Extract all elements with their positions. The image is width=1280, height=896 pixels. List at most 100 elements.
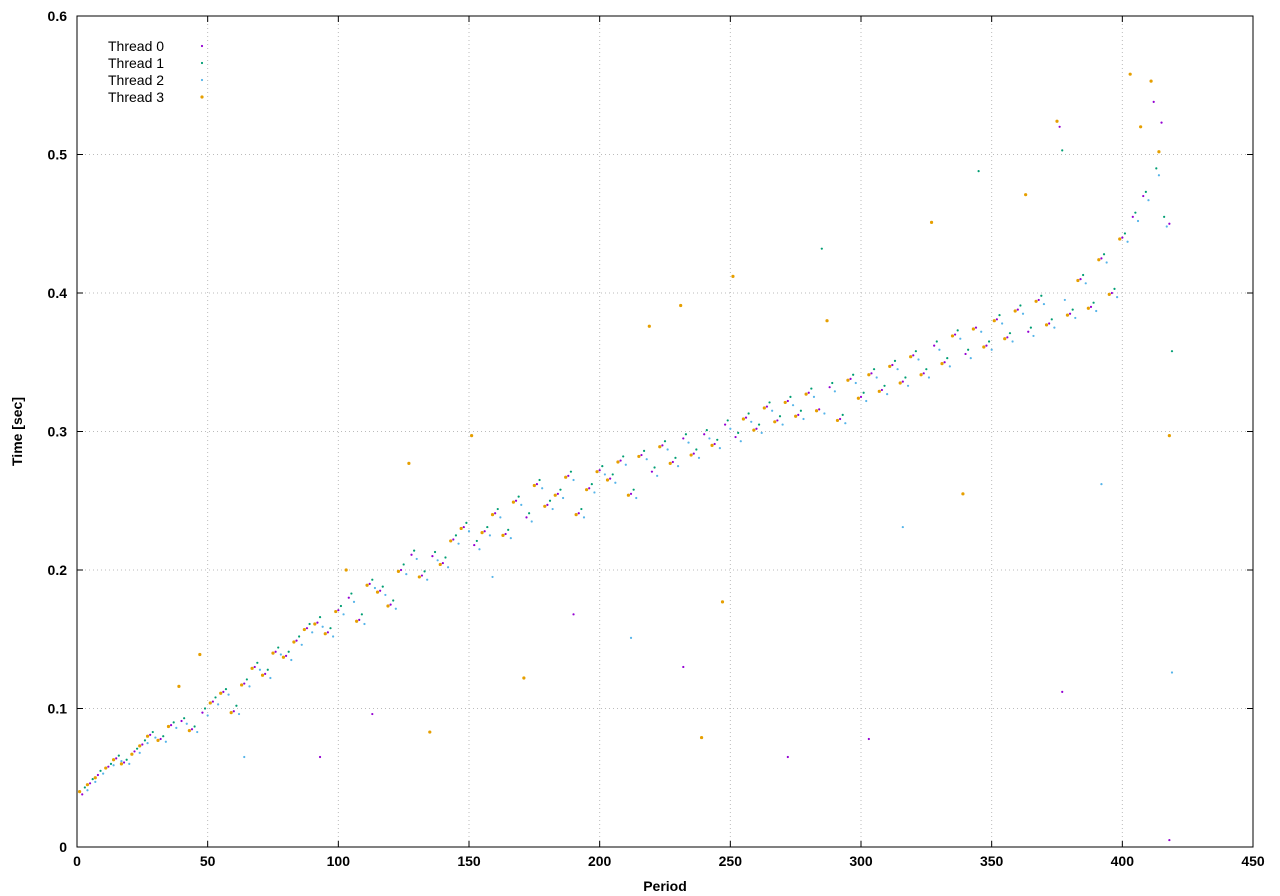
data-point xyxy=(752,428,756,432)
data-point xyxy=(1006,336,1009,339)
data-point xyxy=(222,690,225,693)
data-point xyxy=(724,423,727,426)
data-point xyxy=(334,609,338,614)
data-point xyxy=(1076,278,1080,283)
data-point xyxy=(1118,237,1122,241)
data-point xyxy=(449,539,453,543)
data-point xyxy=(166,724,171,729)
data-point xyxy=(1019,304,1022,307)
data-point xyxy=(658,445,662,449)
data-point xyxy=(227,693,230,696)
data-point xyxy=(1048,322,1051,325)
data-point xyxy=(674,456,677,459)
data-point xyxy=(342,613,345,616)
data-point xyxy=(1163,215,1166,218)
data-point xyxy=(559,488,562,491)
data-point xyxy=(611,473,614,476)
data-point xyxy=(995,318,998,321)
data-point xyxy=(475,539,478,543)
data-point xyxy=(496,507,499,511)
y-tick-label: 0.5 xyxy=(48,147,68,163)
data-point xyxy=(590,483,593,486)
data-point xyxy=(943,361,946,364)
data-point xyxy=(122,761,126,764)
data-point xyxy=(1168,222,1171,225)
data-point xyxy=(1128,72,1132,76)
data-point xyxy=(807,391,810,394)
data-point xyxy=(1126,240,1129,243)
data-point xyxy=(250,666,254,670)
data-point xyxy=(117,754,120,757)
data-point xyxy=(814,409,819,413)
data-point xyxy=(501,533,505,537)
data-point xyxy=(744,416,748,419)
data-point xyxy=(1168,838,1171,842)
data-point xyxy=(266,668,269,671)
data-point xyxy=(420,574,424,577)
data-point xyxy=(859,395,863,398)
data-point xyxy=(381,585,384,588)
data-point xyxy=(877,389,881,393)
data-point xyxy=(130,752,134,756)
data-point xyxy=(525,516,528,519)
data-point xyxy=(734,435,737,439)
data-point xyxy=(741,417,746,421)
data-point xyxy=(1011,340,1014,343)
data-point xyxy=(1147,199,1150,202)
x-tick-label: 50 xyxy=(200,853,216,869)
data-point xyxy=(739,440,742,443)
data-point xyxy=(295,639,298,642)
data-point xyxy=(511,500,516,504)
series-0 xyxy=(81,100,1171,842)
series-2 xyxy=(86,174,1174,792)
data-point xyxy=(465,521,468,525)
data-point xyxy=(1074,316,1077,320)
data-point xyxy=(206,714,209,717)
data-point xyxy=(588,487,591,490)
data-point xyxy=(104,766,108,770)
data-point xyxy=(538,478,541,482)
data-point xyxy=(906,384,910,387)
data-point xyxy=(663,440,667,443)
data-point xyxy=(786,755,789,759)
data-point xyxy=(245,678,248,681)
data-point xyxy=(292,640,296,644)
data-point xyxy=(522,676,526,680)
data-point xyxy=(653,466,656,469)
data-point xyxy=(459,526,463,531)
data-point xyxy=(491,575,494,579)
data-point xyxy=(1142,194,1145,198)
data-point xyxy=(823,412,826,415)
data-point xyxy=(773,420,777,424)
y-tick-label: 0.2 xyxy=(48,562,68,578)
data-point xyxy=(572,613,575,616)
data-point xyxy=(426,578,429,581)
data-point xyxy=(1134,211,1137,214)
data-point xyxy=(564,475,568,479)
data-point xyxy=(998,314,1001,317)
data-point xyxy=(120,760,123,763)
y-tick-label: 0.6 xyxy=(48,8,68,24)
data-point xyxy=(778,415,782,418)
data-point xyxy=(909,355,913,359)
data-point xyxy=(172,721,175,724)
data-point xyxy=(298,635,301,638)
data-point xyxy=(253,665,256,669)
data-point xyxy=(86,789,89,792)
data-point xyxy=(935,340,938,343)
data-point xyxy=(431,555,434,558)
data-point xyxy=(1001,322,1004,325)
data-point xyxy=(720,600,725,604)
legend-label: Thread 1 xyxy=(108,55,164,71)
data-point xyxy=(637,454,641,459)
data-point xyxy=(595,470,599,474)
data-point xyxy=(1089,305,1093,308)
data-point xyxy=(1013,309,1017,313)
data-point xyxy=(115,757,118,760)
data-point xyxy=(384,593,387,597)
data-point xyxy=(154,736,157,739)
data-point xyxy=(846,378,850,382)
data-point xyxy=(891,363,894,367)
y-tick-label: 0.1 xyxy=(48,701,68,717)
data-point xyxy=(705,429,708,432)
